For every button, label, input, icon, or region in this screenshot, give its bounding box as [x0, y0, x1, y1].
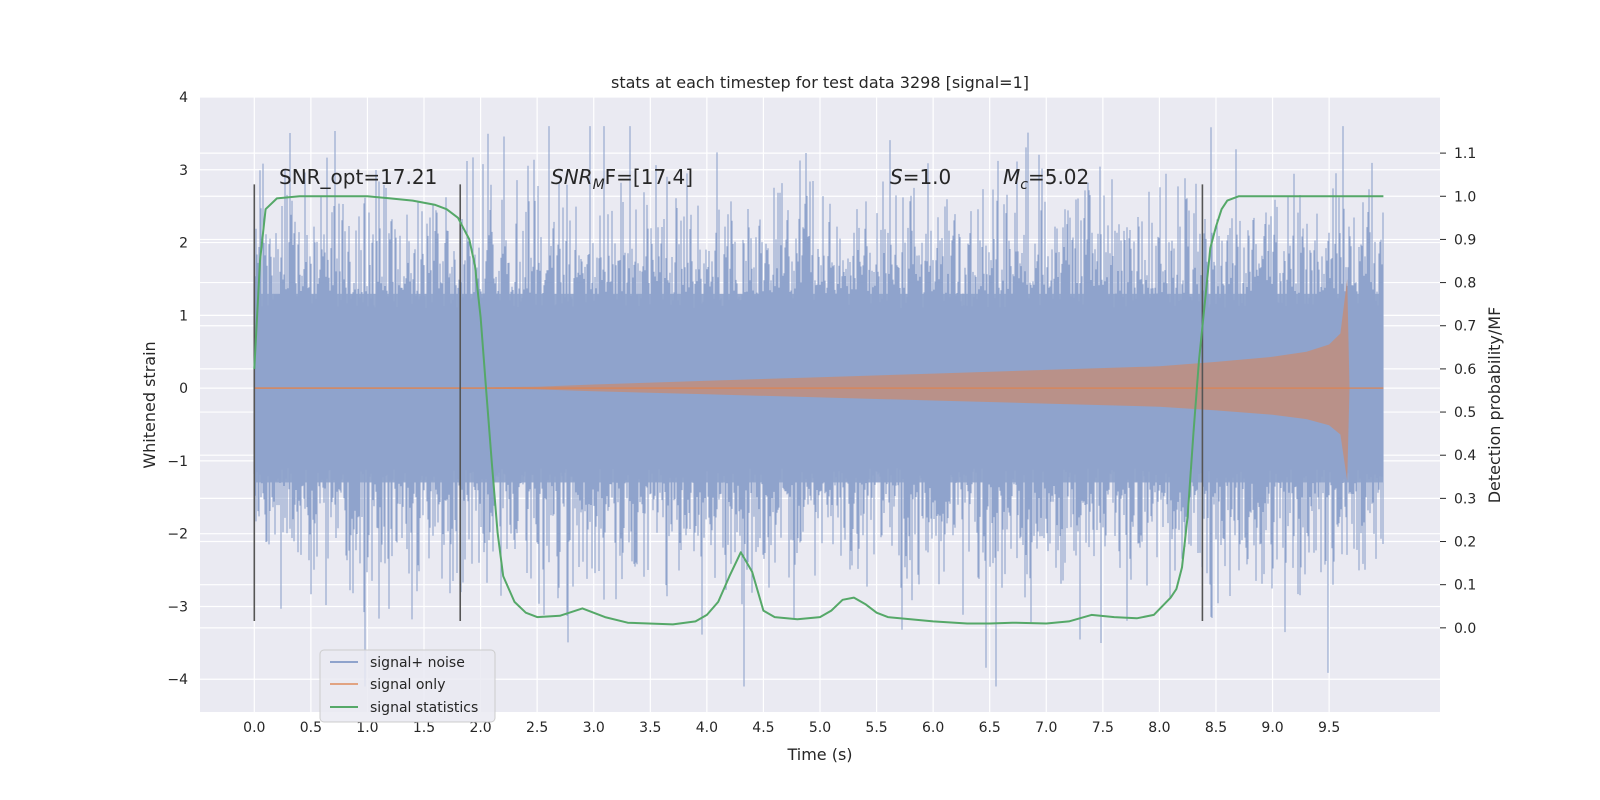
y-left-tick-label: −4	[167, 672, 188, 688]
x-tick-label: 3.5	[639, 720, 661, 736]
annotation-s-symbol: S	[890, 165, 903, 189]
x-tick-label: 0.0	[243, 720, 265, 736]
signal-statistics-line	[253, 195, 1384, 626]
y-right-tick-label: 1.1	[1454, 146, 1476, 162]
y-right-tick-label: 0.5	[1454, 405, 1476, 421]
y-left-tick-label: 2	[179, 236, 188, 252]
legend-box	[319, 649, 496, 723]
x-tick-label: 4.0	[696, 720, 718, 736]
x-tick-label: 1.0	[356, 720, 378, 736]
x-tick-label: 7.5	[1092, 720, 1114, 736]
annotation-snr-mf-value: F=[17.4]	[605, 165, 693, 189]
y-left-tick-label: 1	[179, 308, 188, 324]
x-tick-label: 1.5	[413, 720, 435, 736]
legend-label-signal: signal only	[370, 677, 445, 693]
x-tick-label: 2.0	[469, 720, 491, 736]
x-tick-label: 2.5	[526, 720, 548, 736]
y-right-tick-label: 0.7	[1454, 319, 1476, 335]
y-right-tick-label: 1.0	[1454, 189, 1476, 205]
x-tick-labels: 0.0 0.5 1.0 1.5 2.0 2.5 3.0 3.5 4.0 4.5 5.0 5.5 6.0 6…	[243, 720, 1340, 736]
y-left-tick-labels: −4 −3 −2 −1 0 1 2 3 4	[167, 90, 188, 688]
annotation-mc-symbol: M	[1003, 165, 1020, 189]
y-left-tick-label: 4	[179, 90, 188, 106]
annotation-snr-opt: SNR_opt=17.21	[279, 165, 437, 189]
y-left-tick-label: −2	[167, 527, 188, 543]
annotation-mc-subscript: c	[1020, 177, 1028, 193]
y-right-tick-labels: 0.0 0.1 0.2 0.3 0.4 0.5 0.6 0.7 0.8 0.9 1.0 1.1	[1440, 146, 1476, 637]
y-left-axis-title: Whitened strain	[140, 341, 159, 468]
annotation-snr-mf-symbol: SNR	[551, 165, 593, 189]
annotation-mc-value: =5.02	[1028, 165, 1089, 189]
signal-only-envelope	[254, 279, 1350, 481]
chart-title: stats at each timestep for test data 329…	[611, 73, 1029, 92]
y-right-tick-label: 0.1	[1454, 578, 1476, 594]
y-left-tick-label: −1	[167, 454, 188, 470]
x-tick-label: 4.5	[752, 720, 774, 736]
y-right-tick-label: 0.8	[1454, 276, 1476, 292]
legend: signal+ noise signal only signal statist…	[319, 649, 496, 723]
y-left-tick-label: 3	[179, 163, 188, 179]
x-tick-label: 8.5	[1205, 720, 1227, 736]
y-left-tick-label: −3	[167, 599, 188, 615]
y-left-tick-label: 0	[179, 381, 188, 397]
x-tick-label: 8.0	[1148, 720, 1170, 736]
annotation-snr-mf: SNRMF=[17.4]	[551, 165, 693, 193]
x-tick-label: 9.0	[1261, 720, 1283, 736]
y-right-axis-title: Detection probability/MF	[1485, 307, 1504, 504]
legend-label-noise: signal+ noise	[370, 655, 465, 671]
legend-label-stat: signal statistics	[370, 700, 478, 716]
annotation-s-value: =1.0	[903, 165, 952, 189]
signal-statistics-series	[253, 195, 1384, 626]
y-right-tick-label: 0.4	[1454, 448, 1476, 464]
annotation-mc: Mc=5.02	[1003, 165, 1089, 193]
x-tick-label: 7.0	[1035, 720, 1057, 736]
annotation-snr-mf-subscript: M	[593, 177, 605, 193]
annotation-s: S=1.0	[890, 165, 951, 189]
signal-only-series	[254, 279, 1384, 481]
x-tick-label: 5.5	[865, 720, 887, 736]
x-tick-label: 6.5	[979, 720, 1001, 736]
vertical-markers	[253, 184, 1204, 622]
y-right-tick-label: 0.2	[1454, 535, 1476, 551]
y-right-tick-label: 0.6	[1454, 362, 1476, 378]
x-tick-label: 6.0	[922, 720, 944, 736]
x-tick-label: 3.0	[583, 720, 605, 736]
y-right-tick-label: 0.0	[1454, 621, 1476, 637]
x-tick-label: 0.5	[300, 720, 322, 736]
x-tick-label: 5.0	[809, 720, 831, 736]
x-tick-label: 9.5	[1318, 720, 1340, 736]
y-right-tick-label: 0.9	[1454, 232, 1476, 248]
x-axis-title: Time (s)	[786, 745, 852, 764]
y-right-tick-label: 0.3	[1454, 491, 1476, 507]
